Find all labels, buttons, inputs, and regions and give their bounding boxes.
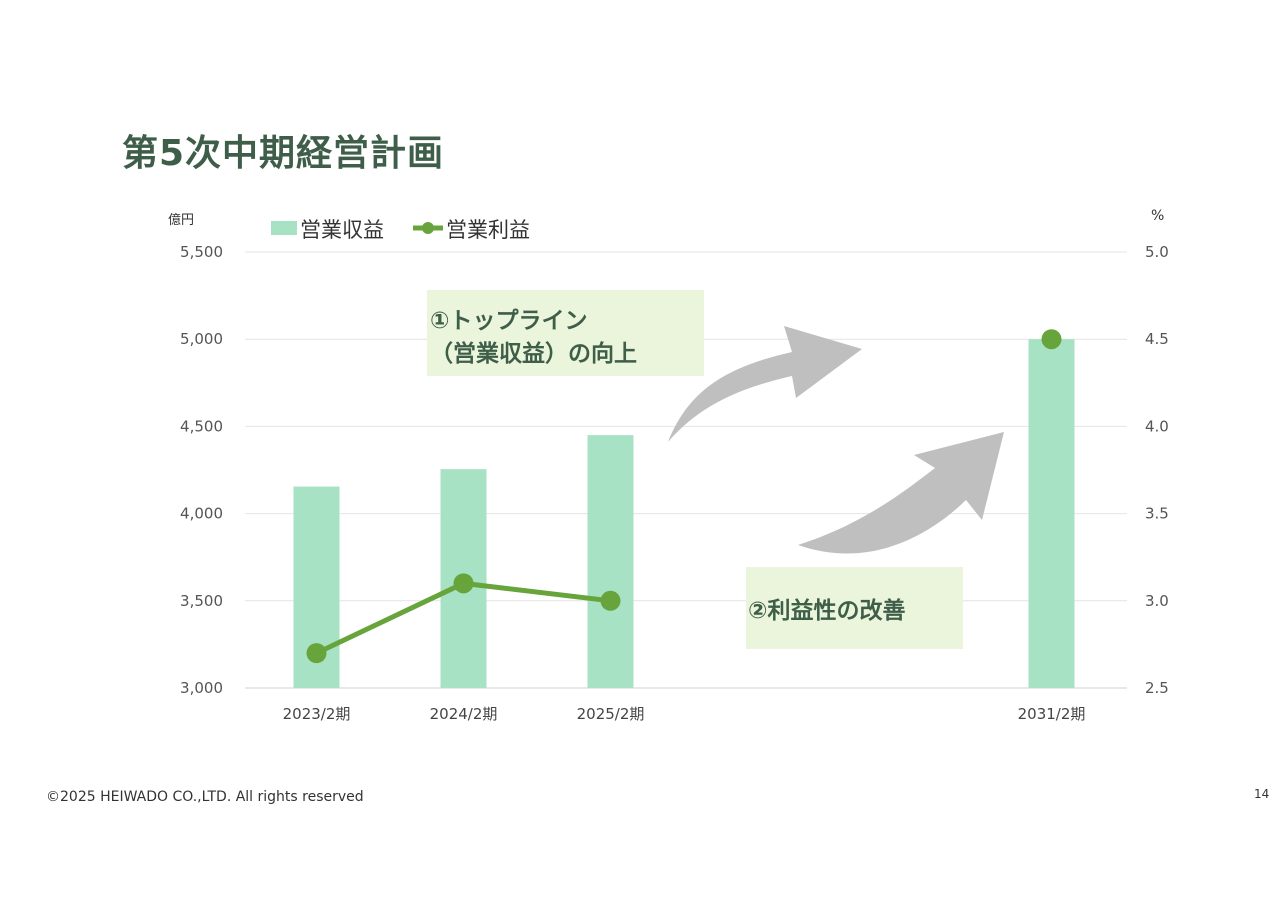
bar — [587, 435, 634, 688]
y-right-tick-label: 3.5 — [1145, 505, 1169, 523]
bar — [1028, 339, 1075, 688]
y-left-tick-label: 3,000 — [180, 679, 223, 697]
page-number: 14 — [1254, 787, 1270, 801]
copyright-footer: ©2025 HEIWADO CO.,LTD. All rights reserv… — [46, 789, 364, 805]
annotation-text-topline: （営業収益）の向上 — [430, 340, 637, 367]
x-tick-label: 2024/2期 — [430, 705, 498, 723]
y-right-tick-label: 4.5 — [1145, 330, 1169, 348]
y-left-tick-label: 5,000 — [180, 330, 223, 348]
y-left-unit-label: 億円 — [168, 212, 194, 228]
line-point — [453, 573, 474, 594]
legend-swatch-marker — [422, 222, 434, 234]
x-tick-label: 2023/2期 — [283, 705, 351, 723]
annotation-box-topline — [427, 290, 704, 376]
y-right-tick-label: 3.0 — [1145, 592, 1169, 610]
y-left-tick-label: 4,000 — [180, 505, 223, 523]
page-title: 第5次中期経営計画 — [122, 133, 445, 174]
y-right-unit-label: % — [1151, 208, 1164, 224]
line-point — [1041, 329, 1062, 350]
y-left-tick-label: 3,500 — [180, 592, 223, 610]
y-left-tick-label: 5,500 — [180, 243, 223, 261]
x-tick-label: 2031/2期 — [1018, 705, 1086, 723]
annotation-text-topline: ①トップライン — [430, 308, 587, 334]
legend-label-line: 営業利益 — [446, 218, 530, 242]
legend-swatch-bar — [271, 221, 297, 235]
annotation-text-profit: ②利益性の改善 — [748, 597, 905, 624]
line-point — [306, 643, 327, 664]
arrow-profit — [798, 432, 1004, 554]
y-right-tick-label: 2.5 — [1145, 679, 1169, 697]
legend-label-bar: 営業収益 — [300, 218, 384, 242]
annotation-box-profit — [746, 567, 963, 649]
y-right-tick-label: 4.0 — [1145, 417, 1169, 435]
y-right-tick-label: 5.0 — [1145, 243, 1169, 261]
x-tick-label: 2025/2期 — [577, 705, 645, 723]
arrow-topline — [668, 326, 862, 442]
line-point — [600, 590, 621, 611]
y-left-tick-label: 4,500 — [180, 417, 223, 435]
